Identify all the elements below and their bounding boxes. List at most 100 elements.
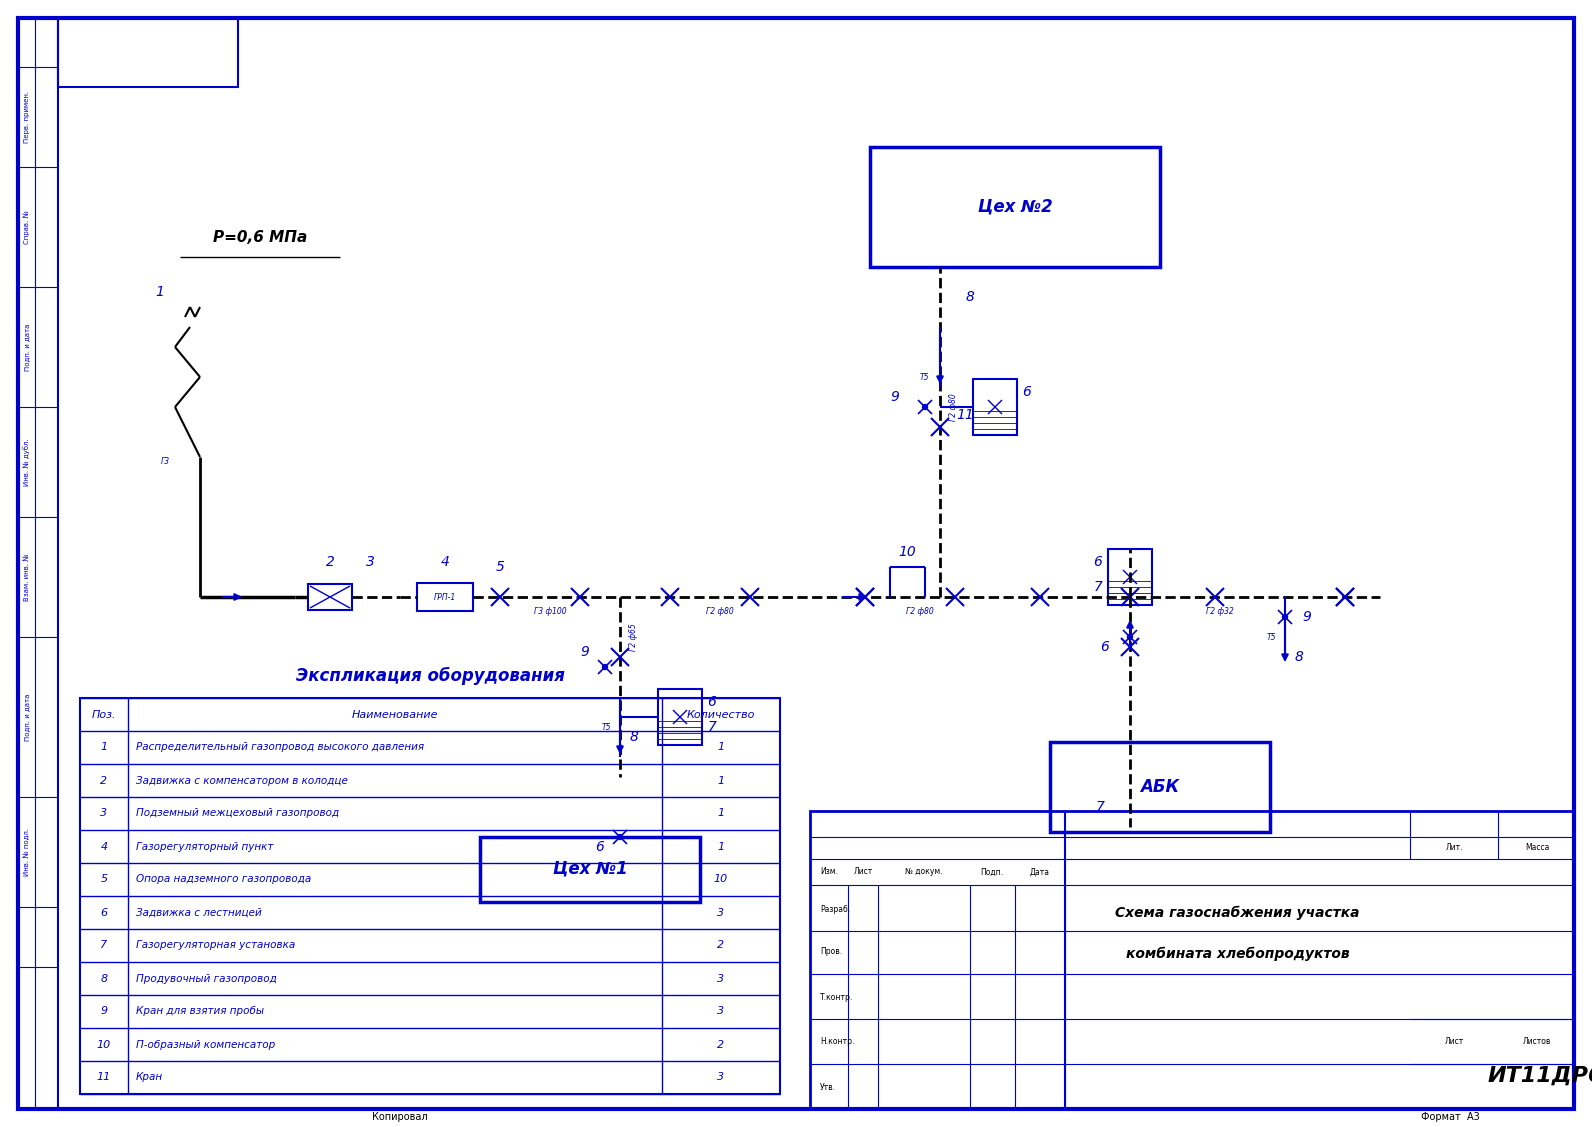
Text: Инв. № подл.: Инв. № подл. [24,828,30,876]
Bar [1108,549,1153,605]
Text: 8: 8 [966,290,974,304]
Text: Газорегуляторная установка: Газорегуляторная установка [135,941,295,950]
Circle shape [602,665,608,669]
Text: Н.контр.: Н.контр. [820,1038,855,1047]
Text: 9: 9 [1302,610,1312,624]
Bar [869,147,1161,267]
Text: Цех №1: Цех №1 [552,860,627,878]
Text: Кран для взятия пробы: Кран для взятия пробы [135,1006,264,1017]
Text: 4: 4 [100,842,108,852]
Text: Перв. примен.: Перв. примен. [24,91,30,143]
Text: 2: 2 [718,1039,724,1049]
Text: комбината хлебопродуктов: комбината хлебопродуктов [1126,947,1350,961]
Text: Подп.: Подп. [981,868,1003,877]
Text: Г2 ф80: Г2 ф80 [949,393,958,420]
Text: 2: 2 [100,775,108,786]
Text: 11: 11 [97,1073,111,1083]
Text: Изм.: Изм. [820,868,837,877]
Circle shape [1283,614,1288,620]
Bar [18,18,57,1109]
Text: Лит.: Лит. [1446,843,1463,852]
Text: Р=0,6 МПа: Р=0,6 МПа [213,230,307,245]
Text: Т5: Т5 [1266,632,1275,641]
Text: Справ. №: Справ. № [24,210,30,243]
Text: 7: 7 [707,720,716,734]
Text: 1: 1 [718,743,724,753]
Text: 6: 6 [100,907,108,917]
Text: 3: 3 [718,974,724,984]
Text: 4: 4 [441,554,449,569]
Text: Масса: Масса [1525,843,1549,852]
Text: Лист: Лист [1444,1037,1463,1046]
Text: ГРП-1: ГРП-1 [435,593,457,602]
Text: Лист: Лист [853,868,872,877]
Text: 1: 1 [718,808,724,818]
Text: 10: 10 [898,545,915,559]
Text: 6: 6 [1022,385,1032,399]
Text: Подземный межцеховый газопровод: Подземный межцеховый газопровод [135,808,339,818]
Text: Схема газоснабжения участка: Схема газоснабжения участка [1116,906,1360,920]
Text: Наименование: Наименование [352,710,438,719]
Bar [810,811,1574,1109]
Text: 2: 2 [325,554,334,569]
Text: Взам. инв. №: Взам. инв. № [24,553,30,601]
Text: Количество: Количество [686,710,755,719]
Text: Утв.: Утв. [820,1083,836,1092]
Bar [417,583,473,611]
Text: 7: 7 [1095,800,1105,814]
Text: 3: 3 [366,554,374,569]
Text: 6: 6 [1100,640,1110,654]
Text: 1: 1 [718,842,724,852]
Text: 1: 1 [156,285,164,299]
Text: Г2 ф80: Г2 ф80 [707,606,734,615]
Text: Листов: Листов [1524,1037,1551,1046]
Text: 3: 3 [718,907,724,917]
Text: 9: 9 [890,390,899,403]
Text: Т5: Т5 [602,722,611,731]
Text: Г2 ф65: Г2 ф65 [629,623,638,651]
Text: № докум.: № докум. [906,868,942,877]
Text: 5: 5 [100,875,108,885]
Text: 9: 9 [581,645,589,659]
Text: 3: 3 [100,808,108,818]
Text: 6: 6 [707,695,716,709]
Text: Продувочный газопровод: Продувочный газопровод [135,974,277,984]
Text: АБК: АБК [1140,778,1180,796]
Text: Т5: Т5 [919,373,928,382]
Text: 8: 8 [629,730,638,744]
Bar [307,584,352,610]
Text: 11: 11 [957,408,974,421]
Text: 3: 3 [718,1006,724,1017]
Text: Задвижка с компенсатором в колодце: Задвижка с компенсатором в колодце [135,775,349,786]
Text: Поз.: Поз. [92,710,116,719]
Text: 1: 1 [718,775,724,786]
Text: Т.контр.: Т.контр. [820,993,853,1002]
Text: 2: 2 [718,941,724,950]
Text: 9: 9 [100,1006,108,1017]
Text: Копировал: Копировал [373,1112,428,1122]
Text: 1: 1 [100,743,108,753]
Circle shape [618,834,622,840]
Bar [57,18,237,87]
Text: П-образный компенсатор: П-образный компенсатор [135,1039,275,1049]
Text: 6: 6 [1094,554,1102,569]
Bar [80,698,780,1094]
Bar [481,837,700,902]
Text: Кран: Кран [135,1073,162,1083]
Text: Пров.: Пров. [820,948,842,957]
Text: Экспликация оборудования: Экспликация оборудования [296,667,565,685]
Text: 3: 3 [718,1073,724,1083]
Text: 10: 10 [97,1039,111,1049]
Text: Г3: Г3 [161,458,170,467]
Text: Подп. и дата: Подп. и дата [24,323,30,371]
Text: Цех №2: Цех №2 [977,198,1052,216]
Text: Газорегуляторный пункт: Газорегуляторный пункт [135,842,274,852]
Text: Г3 ф100: Г3 ф100 [533,606,567,615]
Text: Формат  А3: Формат А3 [1420,1112,1479,1122]
Bar [1051,742,1270,832]
Text: Г2 ф80: Г2 ф80 [906,606,935,615]
Text: Инв. № дубл.: Инв. № дубл. [24,438,30,486]
Bar [973,379,1017,435]
Text: Распределительный газопровод высокого давления: Распределительный газопровод высокого да… [135,743,423,753]
Text: 6: 6 [595,840,605,854]
